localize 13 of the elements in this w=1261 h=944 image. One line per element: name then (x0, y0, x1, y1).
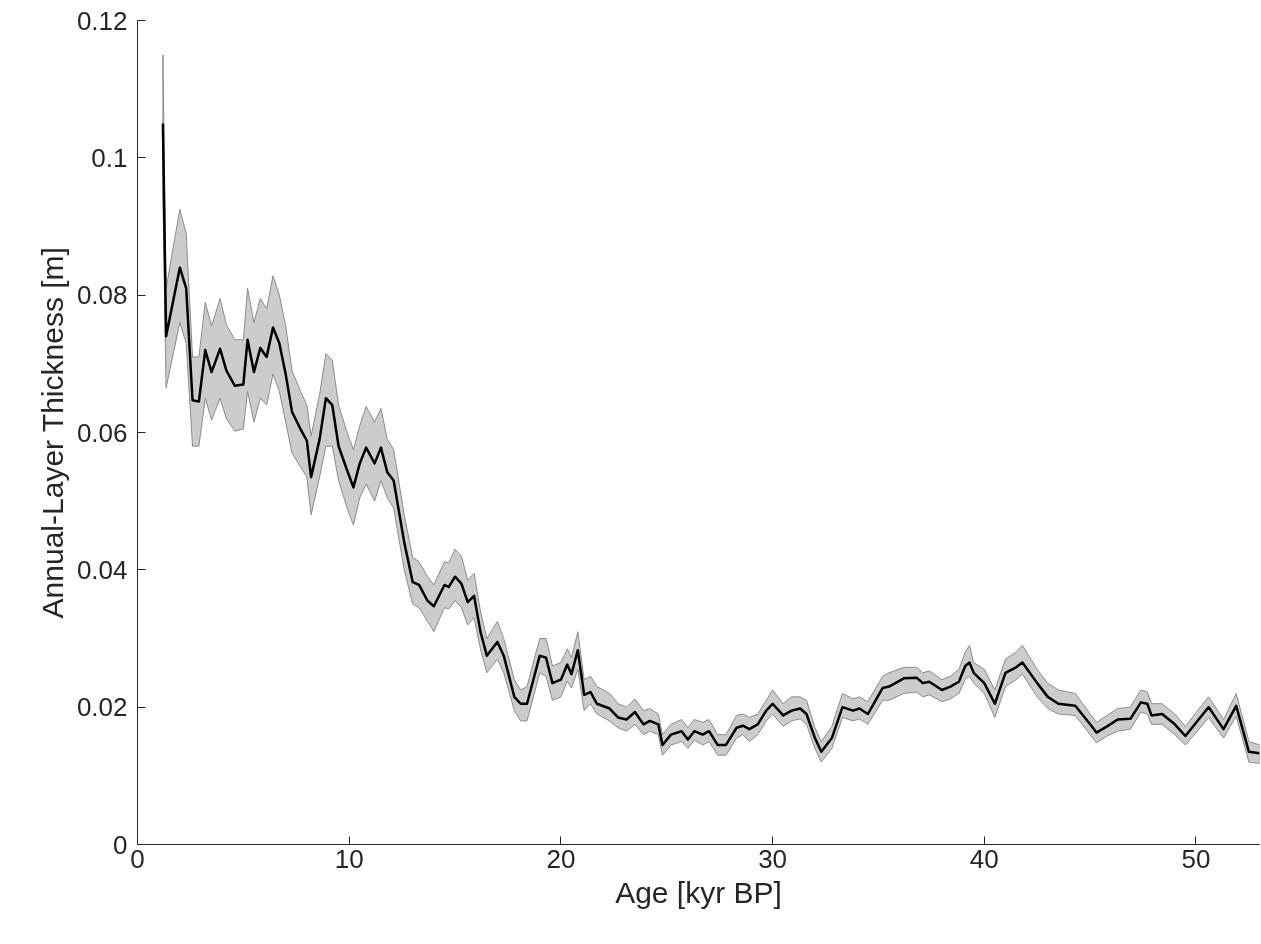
y-tick-label: 0.12 (76, 5, 128, 36)
x-tick-label: 10 (334, 843, 364, 874)
x-tick-label: 40 (969, 843, 999, 874)
y-tick-label: 0.04 (76, 554, 128, 585)
x-tick-label: 50 (1181, 843, 1211, 874)
y-axis-title: Annual-Layer Thickness [m] (35, 247, 69, 619)
x-tick-label: 30 (758, 843, 788, 874)
x-tick-label: 20 (546, 843, 576, 874)
y-tick-label: 0.02 (76, 692, 128, 723)
y-tick-label: 0.06 (76, 417, 128, 448)
y-tick-label: 0.08 (76, 280, 128, 311)
y-tick-label: 0.1 (91, 142, 128, 173)
x-axis-title: Age [kyr BP] (615, 875, 782, 909)
